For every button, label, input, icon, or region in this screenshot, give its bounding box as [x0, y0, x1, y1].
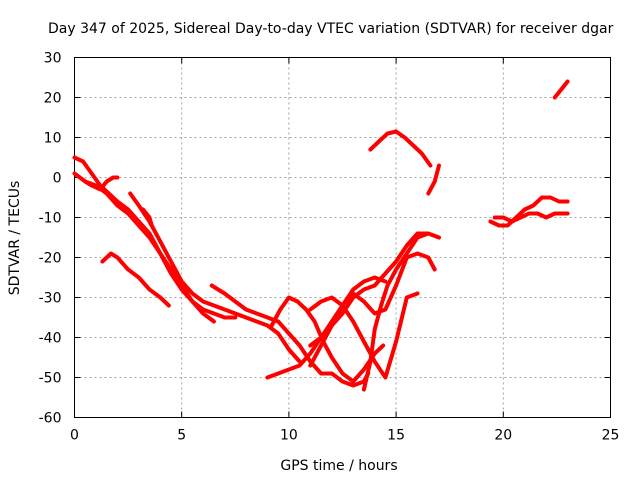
series-line-14	[368, 129, 433, 168]
y-tick-label: -20	[39, 251, 62, 267]
series-line-7	[209, 283, 371, 388]
x-tick-label: 0	[70, 428, 79, 444]
series-line-2	[72, 171, 216, 324]
x-tick-label: 10	[280, 428, 298, 444]
y-tick-label: -40	[39, 331, 62, 347]
y-tick-label: -60	[39, 411, 62, 427]
x-tick-label: 5	[177, 428, 186, 444]
series-line-6	[100, 251, 171, 308]
series-line-17	[492, 211, 570, 224]
grid-lines	[74, 57, 611, 418]
series-line-1	[72, 155, 238, 320]
y-axis-title: SDTVAR / TECUs	[7, 181, 23, 296]
chart-title: Day 347 of 2025, Sidereal Day-to-day VTE…	[48, 21, 614, 37]
axis-ticks: 0 5 10 15 20 25 30 20 10 0 -10 -20 -30 -40 -50 -60	[39, 51, 620, 444]
plot-frame	[74, 57, 611, 418]
y-tick-label: -10	[39, 211, 62, 227]
y-tick-label: 20	[44, 91, 62, 107]
series-line-16	[488, 195, 570, 228]
series-line-4	[128, 191, 302, 364]
y-tick-label: 10	[44, 131, 62, 147]
y-tick-label: 0	[53, 171, 62, 187]
x-axis-title: GPS time / hours	[280, 458, 397, 474]
y-tick-label: -50	[39, 371, 62, 387]
series-line-15	[426, 163, 441, 196]
x-tick-label: 20	[494, 428, 512, 444]
series-line-5	[141, 207, 154, 228]
x-tick-label: 25	[602, 428, 620, 444]
y-tick-label: -30	[39, 291, 62, 307]
series-line-13	[308, 231, 431, 348]
series-line-18	[552, 79, 570, 100]
y-tick-label: 30	[44, 51, 62, 67]
data-series	[72, 79, 570, 392]
x-tick-label: 15	[387, 428, 405, 444]
series-line-3	[83, 175, 120, 192]
series-line-11	[308, 291, 420, 380]
